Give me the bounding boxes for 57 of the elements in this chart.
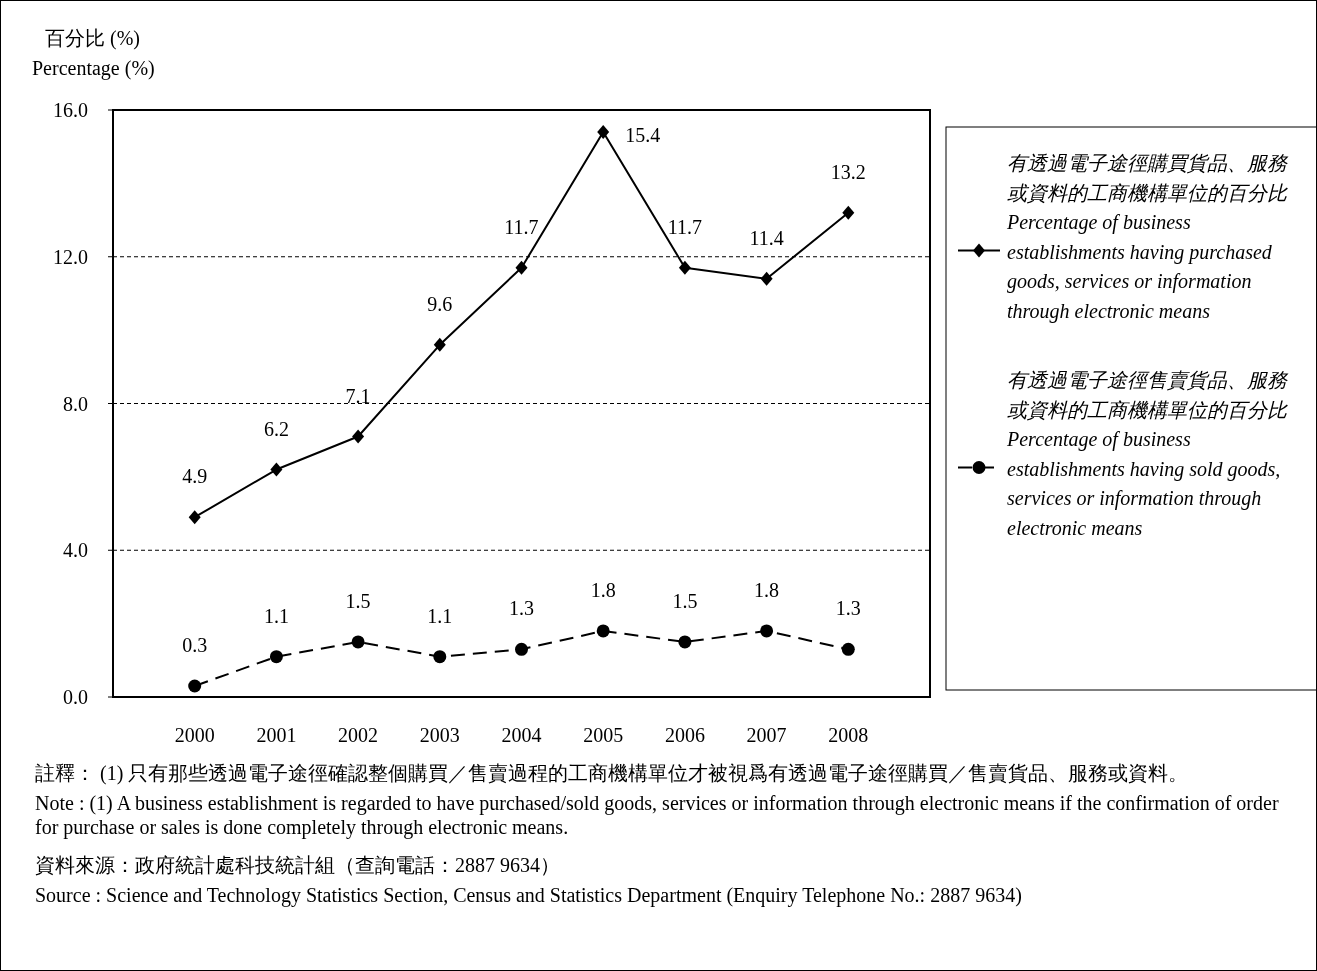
data-label: 7.1 (345, 384, 371, 407)
legend-label: 有透過電子途徑售賣貨品、服務或資料的工商機構單位的百分比 Percentage of business establishments having sold goods, services or information through electronic means (1006, 369, 1289, 539)
point (515, 642, 528, 656)
data-label: 1.3 (509, 597, 534, 620)
point (678, 635, 692, 649)
point (841, 642, 855, 656)
data-label: 11.7 (667, 215, 703, 238)
data-label: 11.4 (749, 226, 784, 249)
point (433, 650, 447, 664)
point (270, 462, 283, 477)
point (515, 260, 528, 275)
x-tick-label: 2001 (256, 724, 297, 746)
data-label: 1.5 (345, 589, 371, 612)
data-label: 4.9 (182, 465, 208, 488)
point (351, 635, 365, 649)
point (760, 624, 774, 638)
source-note: Source : Science and Technology Statistics Section, Census and Statistics Department (Enquiry Telephone No.: 2887 9634) (35, 884, 1022, 907)
point (842, 205, 855, 220)
x-tick-label: 2005 (583, 724, 624, 746)
point (433, 337, 446, 352)
data-label: 1.8 (754, 578, 780, 601)
point (760, 271, 773, 286)
legend-label: 有透過電子途徑購買貨品、服務或資料的工商機構單位的百分比 Percentage of business establishments having purchased goods, services or information through electronic means (1006, 152, 1289, 323)
point (597, 125, 610, 140)
x-tick-label: 2006 (664, 724, 705, 746)
data-label: 13.2 (830, 160, 866, 183)
x-tick-label: 2002 (338, 724, 379, 746)
data-label: 1.1 (427, 604, 453, 627)
x-tick-label: 2004 (501, 724, 542, 746)
y-tick-label: 8.0 (63, 392, 88, 415)
y-tick-label: 16.0 (53, 99, 88, 121)
point (596, 624, 610, 638)
y-axis-title: 百分比 (%) Percentage (%) (32, 27, 155, 80)
data-label: 9.6 (427, 292, 453, 315)
data-label: 6.2 (263, 417, 289, 440)
point (678, 260, 691, 275)
point (188, 510, 201, 525)
data-label: 1.5 (672, 589, 698, 612)
y-tick-label: 4.0 (63, 539, 88, 562)
text: Note : (1) A business establishment is regarded to have purchased/sold goods, services or information through electronic means if the confirmation of order for purchase or sales is done completely through electronic means. (35, 792, 1279, 839)
data-label: 1.8 (590, 578, 616, 601)
x-tick-label: 2000 (174, 724, 215, 746)
data-label: 15.4 (625, 124, 661, 147)
data-label: 1.3 (835, 597, 861, 620)
data-label: 0.3 (182, 633, 208, 656)
point (269, 650, 283, 664)
data-label: 1.1 (263, 604, 289, 627)
data-label: 11.7 (504, 215, 539, 238)
y-tick-label: 0.0 (63, 686, 88, 708)
y-tick-label: 12.0 (53, 245, 88, 268)
x-tick-label: 2008 (828, 724, 869, 746)
point (352, 429, 365, 444)
x-tick-label: 2007 (746, 724, 787, 746)
text: 註釋： (1) 只有那些透過電子途徑確認整個購買／售賣過程的工商機構單位才被視爲有透過電子途徑購買／售賣貨品、服務或資料。 (35, 762, 1189, 785)
source-note: 資料來源：政府統計處科技統計組（查詢電話：2887 9634） (35, 854, 560, 876)
point (188, 679, 202, 693)
x-tick-label: 2003 (419, 724, 460, 746)
